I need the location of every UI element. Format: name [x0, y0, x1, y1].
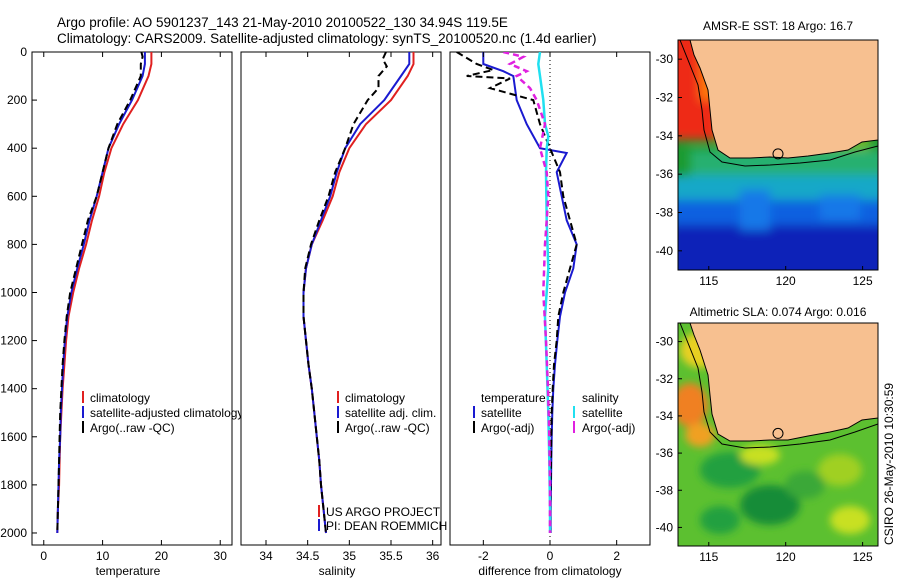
- salinity-xtick-label: 35.5: [379, 549, 403, 563]
- difference-xtick-label: -2: [478, 549, 489, 563]
- sst-map-ytick-label: -36: [656, 167, 674, 181]
- sla-map-ytick-label: -38: [656, 483, 674, 497]
- legend-swatch-satellite: [473, 406, 475, 418]
- difference-xlabel: difference from climatology: [478, 564, 621, 578]
- depth-tick-label: 1800: [0, 478, 27, 492]
- sla-profile-marker: [772, 427, 784, 439]
- legend-swatch-argo: [82, 421, 84, 433]
- sst-map-title: AMSR-E SST: 18 Argo: 16.7: [703, 19, 853, 33]
- sst-map-ytick-label: -32: [656, 91, 674, 105]
- salinity-legend-climatology: climatology: [345, 391, 405, 405]
- depth-tick-label: 1000: [0, 285, 27, 299]
- difference-legend-temperature-argo: Argo(-adj): [481, 421, 534, 435]
- temperature-axes-frame: [31, 51, 233, 546]
- sla-map-ytick-label: -40: [656, 520, 674, 534]
- side-stamp: CSIRO 26-May-2010 10:30:59: [882, 383, 896, 545]
- sst-map-xtick-label: 115: [699, 274, 718, 288]
- legend-swatch-argo: [337, 421, 339, 433]
- depth-tick-label: 1200: [0, 334, 27, 348]
- temperature-xtick-label: 10: [96, 549, 110, 563]
- legend-swatch-argo: [473, 421, 475, 433]
- temperature-legend-satellite: satellite-adjusted climatology: [90, 406, 243, 420]
- project-annotation: US ARGO PROJECT PI: DEAN ROEMMICH: [318, 505, 447, 533]
- temperature-legend-climatology: climatology: [90, 391, 150, 405]
- difference-xtick-label: 2: [613, 549, 620, 563]
- temperature-xtick-label: 20: [155, 549, 169, 563]
- difference-legend-temperature-satellite: satellite: [481, 406, 522, 420]
- depth-tick-label: 1600: [0, 430, 27, 444]
- sst-land-mask: [689, 40, 878, 159]
- sla-map-ytick-label: -32: [656, 372, 674, 386]
- difference-legend-temperature-title: temperature: [481, 391, 546, 405]
- salinity-panel: 34 34.5 35 35.5 36 salinity climatology sate…: [240, 51, 447, 578]
- difference-legend-salinity-argo: Argo(-adj): [582, 421, 635, 435]
- depth-tick-label: 600: [7, 189, 27, 203]
- salinity-argo-line: [302, 52, 389, 534]
- sst-profile-marker: [772, 148, 784, 160]
- difference-panel: -2 0 2 difference from climatology tempera…: [449, 51, 651, 578]
- sla-map-title: Altimetric SLA: 0.074 Argo: 0.016: [690, 305, 867, 319]
- depth-tick-label: 1400: [0, 382, 27, 396]
- depth-tick-label: 400: [7, 141, 27, 155]
- temperature-xtick-label: 0: [40, 549, 47, 563]
- temperature-xlabel: temperature: [96, 564, 161, 578]
- temperature-legend-argo: Argo(..raw -QC): [90, 421, 175, 435]
- annotation-line1: US ARGO PROJECT: [326, 505, 441, 519]
- salinity-xtick-label: 36: [426, 549, 440, 563]
- figure-title-line1: Argo profile: AO 5901237_143 21-May-2010…: [57, 15, 508, 30]
- difference-temperature-argo-line: [456, 52, 578, 533]
- sst-map-ytick-label: -34: [656, 129, 674, 143]
- salinity-axes-frame: [240, 51, 442, 546]
- difference-legend-salinity-title: salinity: [582, 391, 619, 405]
- temperature-panel: 0 200 400 600 800 1000 1200 1400 1600 1800 2000 0 1…: [0, 45, 243, 578]
- sst-map-xtick-label: 120: [776, 274, 796, 288]
- salinity-legend: climatology satellite adj. clim. Argo(..…: [337, 391, 436, 435]
- temperature-legend: climatology satellite-adjusted climatolo…: [82, 391, 243, 435]
- salinity-legend-satellite: satellite adj. clim.: [345, 406, 436, 420]
- sla-map-panel: Altimetric SLA: 0.074 Argo: 0.016 -30 -32…: [656, 305, 879, 564]
- sla-map-ytick-label: -36: [656, 446, 674, 460]
- salinity-xlabel: salinity: [319, 564, 356, 578]
- sla-map-frame: [677, 322, 879, 547]
- legend-swatch-satellite: [82, 406, 84, 418]
- depth-tick-label: 800: [7, 237, 27, 251]
- sla-map-ytick-label: -34: [656, 409, 674, 423]
- sst-depth-contour: [679, 40, 878, 167]
- sla-land-mask: [689, 323, 878, 442]
- sst-map-ytick-label: -30: [656, 52, 674, 66]
- sla-map-xtick-label: 125: [853, 550, 873, 564]
- depth-tick-label: 200: [7, 93, 27, 107]
- salinity-xtick-label: 34.5: [296, 549, 320, 563]
- sla-map-xtick-label: 115: [699, 550, 718, 564]
- figure-title-line2: Climatology: CARS2009. Satellite-adjuste…: [57, 31, 597, 46]
- difference-legend: temperature satellite Argo(-adj) salinit…: [473, 391, 635, 435]
- annotation-mark: [318, 519, 320, 531]
- sla-map-ytick-label: -30: [656, 335, 674, 349]
- legend-swatch-climatology: [82, 391, 84, 403]
- sst-map-frame: [677, 39, 879, 271]
- legend-swatch-climatology: [337, 391, 339, 403]
- salinity-legend-argo: Argo(..raw -QC): [345, 421, 430, 435]
- sla-map-xtick-label: 120: [776, 550, 796, 564]
- sst-map-ytick-label: -38: [656, 206, 674, 220]
- sst-map-panel: AMSR-E SST: 18 Argo: 16.7 -30 -32 -34 -36 -3…: [656, 19, 879, 288]
- sst-map-ytick-label: -40: [656, 244, 674, 258]
- sla-depth-contour: [679, 323, 878, 449]
- annotation-line2: PI: DEAN ROEMMICH: [326, 519, 447, 533]
- difference-xtick-label: 0: [547, 549, 554, 563]
- difference-salinity-argo-line: [503, 52, 552, 533]
- salinity-xtick-label: 34: [259, 549, 273, 563]
- legend-swatch-salinity-argo: [573, 421, 575, 433]
- difference-legend-salinity-satellite: satellite: [582, 406, 623, 420]
- legend-swatch-salinity-satellite: [573, 406, 575, 418]
- difference-salinity-satellite-line: [537, 52, 552, 533]
- depth-tick-label: 0: [20, 45, 27, 59]
- legend-swatch-satellite: [337, 406, 339, 418]
- annotation-mark: [318, 505, 320, 517]
- depth-tick-label: 2000: [0, 526, 27, 540]
- sst-map-xtick-label: 125: [853, 274, 873, 288]
- salinity-xtick-label: 35: [343, 549, 357, 563]
- temperature-xtick-label: 30: [214, 549, 228, 563]
